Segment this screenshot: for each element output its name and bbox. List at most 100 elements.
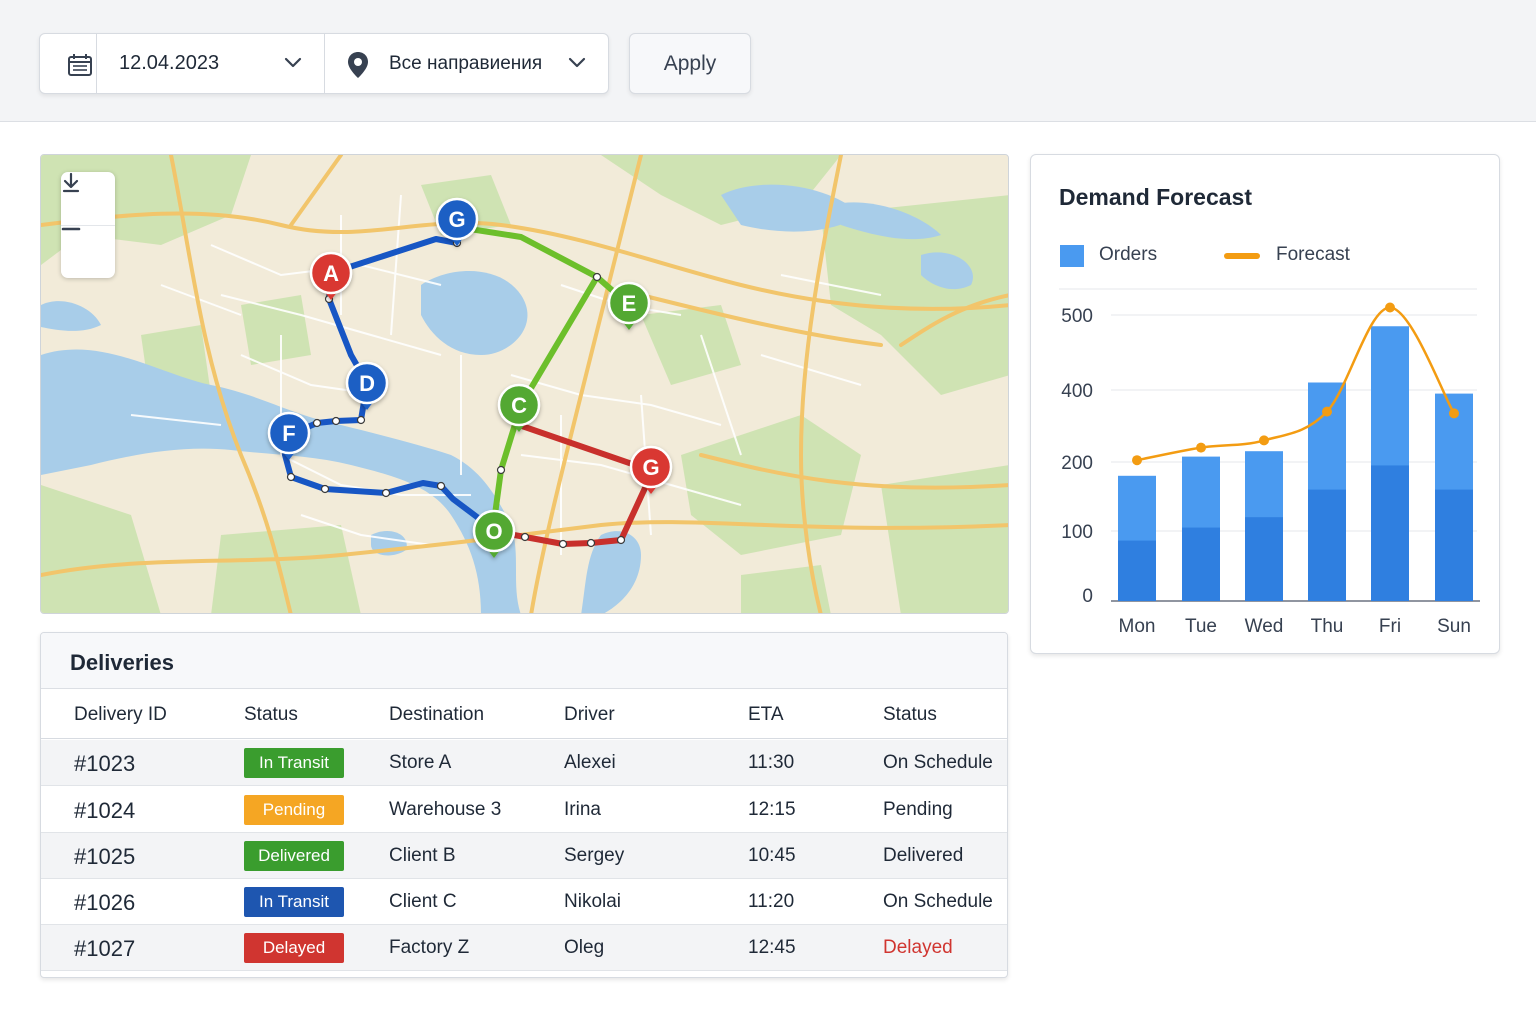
delivery-id: #1027	[74, 936, 136, 961]
map-marker-c[interactable]: C	[497, 383, 541, 432]
marker-label: G	[642, 455, 659, 480]
column-header-status-2[interactable]: Status	[883, 704, 937, 725]
schedule-status: Delivered	[883, 845, 964, 866]
table-row[interactable]: #1027 Delayed Factory Z Oleg 12:45 Delay…	[41, 925, 1007, 971]
route-vertices	[286, 238, 626, 549]
eta: 10:45	[748, 845, 796, 866]
map-marker-o[interactable]: O	[472, 509, 516, 558]
eta: 12:45	[748, 937, 796, 958]
y-tick-label: 0	[1082, 586, 1093, 607]
marker-label: F	[282, 421, 295, 446]
status-badge: Delayed	[244, 933, 344, 963]
table-row[interactable]: #1026 In Transit Client C Nikolai 11:20 …	[41, 879, 1007, 925]
driver: Irina	[564, 799, 601, 820]
map-marker-g-red[interactable]: G	[629, 445, 673, 494]
map-pin-icon	[347, 51, 369, 84]
column-header-destination[interactable]: Destination	[389, 704, 485, 725]
marker-label: D	[359, 371, 375, 396]
marker-label: G	[448, 207, 465, 232]
apply-button[interactable]: Apply	[629, 33, 751, 94]
filter-bar: 12.04.2023 Все направиения Apply	[0, 0, 1536, 122]
bar-orders-lower	[1118, 540, 1156, 601]
download-icon[interactable]	[61, 172, 115, 225]
column-header-status[interactable]: Status	[244, 704, 298, 725]
legend-orders-swatch	[1060, 245, 1084, 267]
eta: 11:30	[748, 752, 795, 773]
legend-forecast-label: Forecast	[1276, 244, 1350, 265]
forecast-chart: 0 100 200 400 500 Mon Tue Wed Thu Fri Sun	[1059, 288, 1480, 637]
x-tick-label: Mon	[1119, 616, 1156, 637]
map-marker-d[interactable]: D	[345, 361, 389, 410]
destination: Client C	[389, 891, 457, 912]
table-row[interactable]: #1024 Pending Warehouse 3 Irina 12:15 Pe…	[41, 787, 1007, 833]
red-route	[490, 472, 654, 547]
region-select[interactable]: Все направиения	[325, 34, 608, 93]
map-canvas: A G E D F	[41, 155, 1008, 613]
chevron-down-icon[interactable]	[283, 56, 303, 75]
destination: Factory Z	[389, 937, 470, 958]
x-tick-label: Wed	[1245, 616, 1284, 637]
driver: Nikolai	[564, 891, 622, 912]
delivery-id: #1026	[74, 890, 136, 915]
forecast-point	[1385, 302, 1395, 313]
forecast-point	[1322, 406, 1332, 417]
x-tick-label: Fri	[1379, 616, 1401, 637]
legend-forecast-swatch	[1224, 253, 1260, 259]
map-markers: A G E D F	[267, 197, 673, 558]
forecast-point	[1259, 435, 1269, 446]
driver: Sergey	[564, 845, 625, 866]
map-controls-divider	[61, 225, 115, 226]
map-controls	[61, 172, 115, 278]
x-tick-label: Thu	[1311, 616, 1344, 637]
table-header: Delivery ID Status Destination Driver ET…	[41, 689, 1007, 739]
column-header-id[interactable]: Delivery ID	[74, 704, 167, 725]
map-marker-a[interactable]: A	[309, 251, 353, 300]
table-row[interactable]: #1023 In Transit Store A Alexei 11:30 On…	[41, 740, 1007, 786]
blue-route	[328, 236, 460, 276]
marker-label: C	[511, 393, 527, 418]
bar-orders-lower	[1182, 527, 1220, 601]
schedule-status: Delayed	[883, 937, 953, 958]
forecast-title: Demand Forecast	[1059, 184, 1253, 210]
x-tick-label: Tue	[1185, 616, 1217, 637]
region-value: Все направиения	[389, 53, 543, 74]
eta: 12:15	[748, 799, 796, 820]
schedule-status: On Schedule	[883, 752, 993, 773]
blue-route	[282, 432, 496, 534]
driver: Oleg	[564, 937, 605, 958]
deliveries-header: Deliveries	[41, 633, 1007, 689]
date-value: 12.04.2023	[119, 52, 220, 74]
minus-icon[interactable]	[61, 226, 115, 279]
column-header-eta[interactable]: ETA	[748, 704, 784, 725]
map-marker-g-blue[interactable]: G	[435, 197, 479, 246]
y-tick-label: 200	[1061, 453, 1093, 474]
driver: Alexei	[564, 752, 616, 773]
delivery-id: #1025	[74, 844, 136, 869]
eta: 11:20	[748, 891, 795, 912]
map-marker-e[interactable]: E	[607, 281, 651, 330]
x-tick-label: Sun	[1437, 616, 1471, 637]
table-row[interactable]: #1025 Delivered Client B Sergey 10:45 De…	[41, 833, 1007, 879]
column-header-driver[interactable]: Driver	[564, 704, 615, 725]
bar-orders-lower	[1308, 489, 1346, 601]
status-badge: In Transit	[244, 887, 344, 917]
legend-orders-label: Orders	[1099, 244, 1158, 265]
map-marker-f[interactable]: F	[267, 411, 311, 460]
destination: Warehouse 3	[389, 799, 502, 820]
deliveries-title: Deliveries	[70, 650, 174, 675]
schedule-status: On Schedule	[883, 891, 993, 912]
schedule-status: Pending	[883, 799, 953, 820]
route-map[interactable]: A G E D F	[40, 154, 1009, 614]
red-route	[516, 422, 644, 470]
filter-group: 12.04.2023 Все направиения	[39, 33, 609, 94]
calendar-icon	[67, 53, 93, 82]
y-tick-label: 400	[1061, 381, 1093, 402]
y-tick-label: 100	[1061, 522, 1093, 543]
marker-label: O	[485, 519, 502, 544]
park-areas	[41, 155, 1008, 613]
date-icon-divider	[96, 34, 97, 93]
chevron-down-icon[interactable]	[567, 56, 587, 75]
date-picker[interactable]: 12.04.2023	[40, 34, 325, 93]
forecast-point	[1196, 442, 1206, 453]
forecast-point	[1449, 408, 1459, 419]
